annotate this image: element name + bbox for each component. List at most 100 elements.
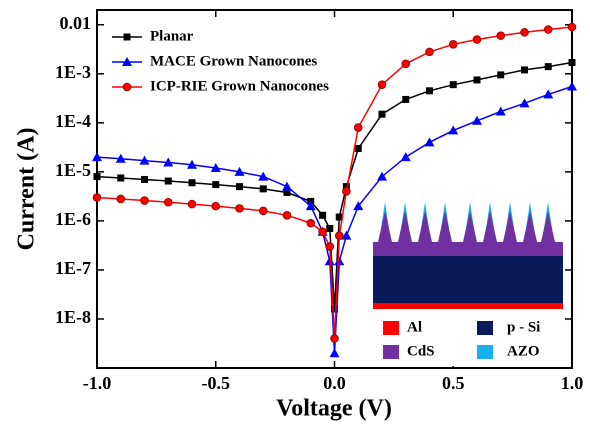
marker	[342, 183, 350, 191]
marker	[401, 59, 411, 69]
x-tick-label: 0.5	[442, 373, 465, 393]
marker	[139, 155, 150, 165]
marker	[334, 231, 344, 240]
marker	[163, 157, 174, 167]
marker	[335, 213, 343, 221]
marker	[519, 98, 530, 108]
marker	[334, 256, 345, 266]
marker	[448, 39, 458, 49]
marker	[520, 28, 529, 37]
marker	[163, 197, 173, 207]
marker	[544, 63, 552, 71]
marker	[212, 181, 220, 189]
y-axis-label: Current (A)	[14, 128, 40, 251]
marker	[342, 187, 351, 196]
marker	[188, 179, 196, 187]
marker	[425, 47, 434, 57]
marker	[448, 125, 459, 135]
marker	[543, 25, 553, 34]
inset-legend-label: AZO	[507, 343, 540, 359]
marker	[325, 242, 335, 251]
marker	[283, 188, 291, 196]
marker	[258, 206, 268, 216]
marker	[306, 218, 316, 228]
x-tick-label: 0.0	[323, 373, 346, 393]
y-tick-label: 1E-3	[55, 62, 91, 82]
marker	[378, 110, 386, 118]
y-tick-label: 0.01	[60, 13, 92, 33]
marker	[187, 199, 197, 209]
marker	[259, 185, 267, 193]
marker	[400, 152, 411, 162]
marker	[122, 82, 132, 92]
marker	[282, 181, 292, 191]
marker	[377, 171, 387, 181]
marker	[236, 183, 243, 191]
y-tick-label: 1E-7	[55, 258, 91, 278]
marker	[117, 174, 125, 182]
marker	[472, 35, 482, 44]
inset-legend-swatch	[383, 321, 399, 335]
marker	[354, 144, 362, 152]
marker	[93, 173, 101, 181]
marker	[140, 196, 149, 205]
marker	[187, 159, 197, 169]
inset-layer	[373, 256, 563, 303]
y-tick-label: 1E-6	[55, 209, 91, 229]
marker	[353, 201, 364, 211]
marker	[543, 89, 554, 99]
marker	[258, 171, 269, 181]
plot-frame	[96, 9, 573, 369]
marker	[115, 153, 126, 163]
marker	[567, 81, 577, 91]
x-tick-label: -1.0	[83, 373, 112, 393]
marker	[92, 193, 102, 202]
inset-legend-label: p - Si	[507, 319, 540, 335]
inset-legend-swatch	[383, 345, 399, 359]
marker	[426, 87, 433, 95]
marker	[377, 80, 387, 89]
marker	[341, 230, 352, 240]
marker	[164, 177, 172, 185]
marker	[211, 201, 221, 211]
marker	[449, 81, 457, 89]
marker	[568, 58, 576, 66]
marker	[318, 227, 327, 237]
legend-label: Planar	[150, 28, 194, 44]
marker	[496, 31, 506, 40]
inset: Al p - Si CdS AZO	[373, 196, 563, 366]
marker	[235, 204, 244, 213]
inset-legend-swatch	[477, 345, 493, 359]
marker	[402, 95, 410, 103]
marker	[497, 71, 505, 79]
marker	[353, 123, 363, 132]
legend-label: ICP-RIE Grown Nanocones	[150, 78, 329, 94]
marker	[472, 115, 482, 125]
marker	[326, 224, 334, 232]
inset-legend-label: CdS	[407, 343, 435, 359]
legend-label: MACE Grown Nanocones	[150, 53, 317, 69]
marker	[324, 256, 335, 266]
marker	[122, 57, 132, 66]
marker	[424, 137, 435, 147]
inset-legend-swatch	[477, 321, 493, 335]
marker	[495, 106, 506, 116]
marker	[331, 305, 338, 313]
marker	[92, 152, 102, 162]
marker	[234, 166, 245, 176]
marker	[141, 175, 148, 183]
y-tick-label: 1E-4	[55, 111, 91, 131]
marker	[329, 348, 340, 358]
marker	[567, 22, 577, 32]
marker	[282, 211, 292, 220]
marker	[473, 76, 481, 84]
marker	[305, 201, 316, 211]
marker	[210, 162, 221, 172]
marker	[330, 334, 339, 343]
marker	[116, 194, 126, 204]
x-tick-label: -0.5	[202, 373, 231, 393]
x-tick-label: 1.0	[561, 373, 584, 393]
y-tick-label: 1E-8	[55, 307, 91, 327]
x-axis-label: Voltage (V)	[276, 396, 392, 422]
